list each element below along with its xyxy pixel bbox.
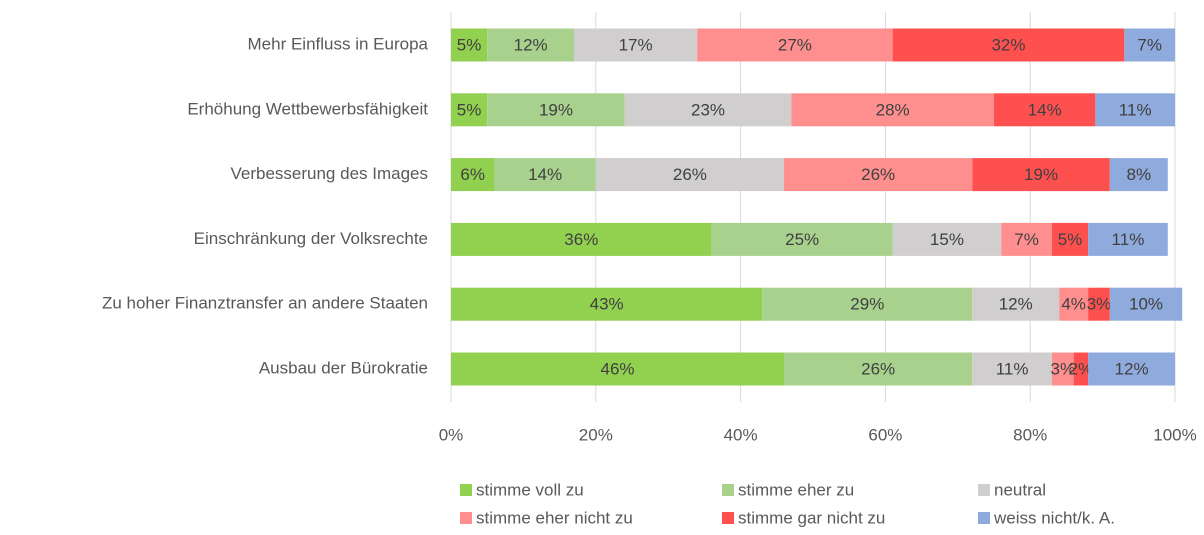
bar-segment	[1109, 287, 1183, 321]
legend-swatch	[722, 512, 734, 524]
value-label: 5%	[457, 35, 482, 54]
bar-segment	[451, 352, 785, 386]
x-tick-label: 60%	[868, 425, 902, 444]
legend-label: stimme gar nicht zu	[738, 508, 885, 527]
value-label: 28%	[876, 100, 910, 119]
value-label: 4%	[1061, 295, 1086, 314]
legend-label: weiss nicht/k. A.	[993, 508, 1115, 527]
legend-swatch	[978, 512, 990, 524]
bar-segment	[451, 222, 712, 256]
value-label: 12%	[514, 35, 548, 54]
x-tick-label: 80%	[1013, 425, 1047, 444]
category-label: Mehr Einfluss in Europa	[248, 34, 429, 53]
bar-segment	[791, 93, 994, 127]
value-label: 11%	[996, 359, 1029, 378]
value-label: 3%	[1050, 359, 1075, 378]
bar-segment	[892, 222, 1002, 256]
bar-segment	[1109, 158, 1168, 192]
value-label: 26%	[861, 165, 895, 184]
value-label: 17%	[619, 35, 653, 54]
value-label: 25%	[785, 230, 819, 249]
bar-segment	[697, 28, 893, 62]
bar-segment	[1051, 222, 1089, 256]
value-label: 7%	[1014, 230, 1039, 249]
bar-segment	[574, 28, 698, 62]
bar-segment	[1095, 93, 1175, 127]
bar-segment	[1088, 287, 1110, 321]
value-label: 5%	[457, 100, 482, 119]
value-label: 46%	[601, 359, 635, 378]
value-label: 6%	[460, 165, 485, 184]
category-label: Zu hoher Finanztransfer an andere Staate…	[102, 294, 428, 313]
bar-segment	[494, 158, 596, 192]
category-label: Verbesserung des Images	[230, 164, 428, 183]
value-label: 2%	[1069, 359, 1094, 378]
bar-segment	[972, 352, 1052, 386]
value-label: 43%	[590, 295, 624, 314]
value-label: 14%	[1028, 100, 1062, 119]
legend-swatch	[460, 484, 472, 496]
value-label: 29%	[850, 295, 884, 314]
value-label: 7%	[1137, 35, 1162, 54]
legend-swatch	[978, 484, 990, 496]
bar-segment	[711, 222, 893, 256]
bar-segment	[451, 158, 495, 192]
bar-segment	[892, 28, 1125, 62]
value-label: 27%	[778, 35, 812, 54]
value-label: 8%	[1127, 165, 1152, 184]
value-label: 32%	[991, 35, 1025, 54]
legend-label: stimme eher zu	[738, 480, 854, 499]
bar-segment	[451, 287, 763, 321]
bar-segment	[595, 158, 785, 192]
value-label: 36%	[564, 230, 598, 249]
value-label: 11%	[1119, 100, 1152, 119]
bar-segment	[1051, 352, 1074, 386]
bar-segment	[994, 93, 1096, 127]
bar-segment	[451, 93, 488, 127]
value-label: 15%	[930, 230, 964, 249]
value-label: 5%	[1058, 230, 1083, 249]
bar-segment	[784, 158, 973, 192]
bar-segment	[972, 158, 1110, 192]
value-label: 14%	[528, 165, 562, 184]
bar-segment	[1001, 222, 1052, 256]
bar-segment	[1088, 352, 1175, 386]
bar-segment	[487, 93, 625, 127]
bar-segment	[762, 287, 973, 321]
bar-segment	[972, 287, 1060, 321]
bar-segment	[1088, 222, 1168, 256]
value-label: 12%	[1115, 359, 1149, 378]
value-label: 10%	[1129, 295, 1163, 314]
bar-segment	[451, 28, 488, 62]
bar-segment	[784, 352, 973, 386]
legend-swatch	[722, 484, 734, 496]
bar-segment	[1073, 352, 1089, 386]
x-tick-label: 20%	[579, 425, 613, 444]
value-label: 12%	[999, 295, 1033, 314]
value-label: 23%	[691, 100, 725, 119]
x-tick-label: 100%	[1153, 425, 1196, 444]
bar-segment	[487, 28, 575, 62]
value-label: 19%	[539, 100, 573, 119]
value-label: 26%	[861, 359, 895, 378]
bar-segment	[1124, 28, 1175, 62]
legend-label: stimme voll zu	[476, 480, 584, 499]
category-label: Ausbau der Bürokratie	[259, 358, 428, 377]
value-label: 11%	[1112, 230, 1145, 249]
legend-label: neutral	[994, 480, 1046, 499]
bar-segment	[624, 93, 792, 127]
legend-swatch	[460, 512, 472, 524]
value-label: 26%	[673, 165, 707, 184]
x-tick-label: 40%	[724, 425, 758, 444]
value-label: 19%	[1024, 165, 1058, 184]
x-tick-label: 0%	[439, 425, 464, 444]
legend-label: stimme eher nicht zu	[476, 508, 633, 527]
bar-segment	[1059, 287, 1089, 321]
category-label: Erhöhung Wettbewerbsfähigkeit	[187, 99, 428, 118]
value-label: 3%	[1087, 295, 1112, 314]
category-label: Einschränkung der Volksrechte	[194, 229, 428, 248]
